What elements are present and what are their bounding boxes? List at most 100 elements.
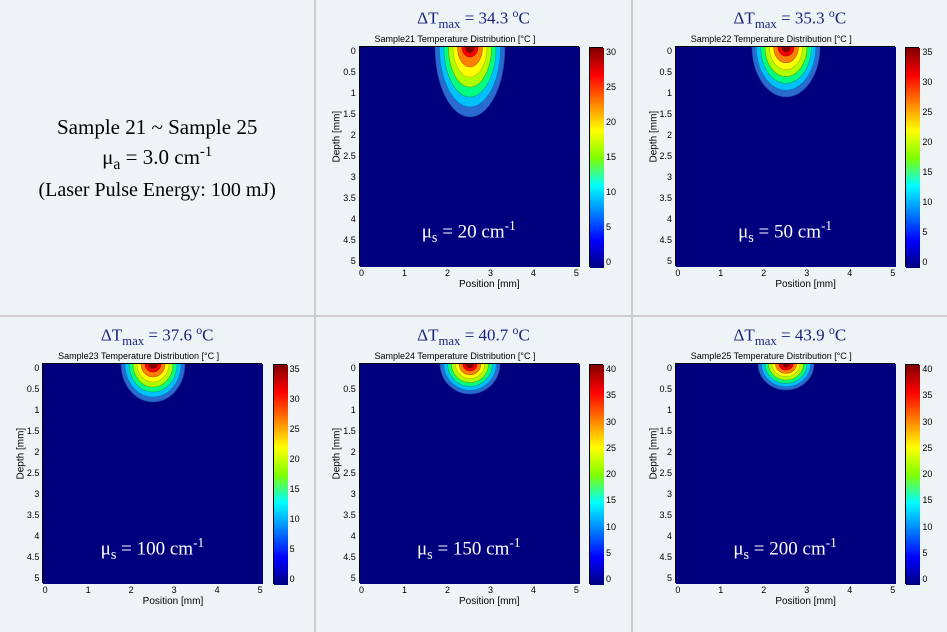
ytick: 2.5	[27, 468, 40, 478]
panel-sample22: ΔTmax = 35.3 oC Sample22 Temperature Dis…	[633, 0, 947, 315]
axes-row: Depth [mm] 00.511.522.533.544.55 μs = 20…	[648, 363, 896, 583]
ytick: 3.5	[660, 193, 673, 203]
xticks: 012345	[359, 585, 579, 595]
ylabel-box: Depth [mm]	[331, 363, 343, 583]
plot-wrap: Sample23 Temperature Distribution [°C ] …	[6, 351, 308, 607]
cb-tick: 30	[606, 417, 616, 427]
ytick: 4	[27, 531, 40, 541]
cb-tick: 40	[606, 364, 616, 374]
panel-sample24: ΔTmax = 40.7 oC Sample24 Temperature Dis…	[316, 317, 630, 632]
xtick: 5	[574, 585, 579, 595]
cb-tick: 5	[290, 544, 300, 554]
heatmap: μs = 50 cm-1	[675, 46, 895, 266]
xtick: 3	[172, 585, 177, 595]
cb-tick: 35	[606, 390, 616, 400]
xticks: 012345	[43, 585, 263, 595]
ytick: 5	[343, 573, 356, 583]
xtick: 0	[675, 268, 680, 278]
cb-tick: 25	[922, 443, 932, 453]
yticks: 00.511.522.533.544.55	[660, 46, 676, 266]
cb-tick: 5	[606, 222, 616, 232]
heatmap: μs = 150 cm-1	[359, 363, 579, 583]
colorbar-ticks: 4035302520151050	[606, 364, 616, 584]
xtick: 1	[86, 585, 91, 595]
ytick: 0.5	[27, 384, 40, 394]
colorbar-column	[905, 364, 919, 584]
ytick: 2	[343, 447, 356, 457]
cb-tick: 10	[922, 522, 932, 532]
xtick: 0	[43, 585, 48, 595]
info-panel: Sample 21 ~ Sample 25 μa = 3.0 cm-1 (Las…	[0, 0, 314, 315]
cb-tick: 15	[606, 495, 616, 505]
cb-tick: 10	[606, 187, 616, 197]
ylabel-box: Depth [mm]	[331, 46, 343, 266]
ylabel: Depth [mm]	[648, 150, 659, 162]
delta-t-header: ΔTmax = 40.7 oC	[417, 323, 530, 349]
axes-row: Depth [mm] 00.511.522.533.544.55 μs = 20…	[331, 46, 579, 266]
ytick: 1	[660, 405, 673, 415]
cb-tick: 30	[290, 394, 300, 404]
ytick: 0.5	[343, 67, 356, 77]
xlabel: Position [mm]	[429, 279, 520, 290]
xtick: 3	[804, 585, 809, 595]
axes-row: Depth [mm] 00.511.522.533.544.55 μs = 10…	[15, 363, 263, 583]
colorbar-column	[905, 47, 919, 267]
cb-tick: 5	[922, 548, 932, 558]
cb-tick: 20	[606, 469, 616, 479]
cb-tick: 20	[922, 469, 932, 479]
ylabel-box: Depth [mm]	[15, 363, 27, 583]
axes-row: Depth [mm] 00.511.522.533.544.55 μs = 15…	[331, 363, 579, 583]
yticks: 00.511.522.533.544.55	[343, 363, 359, 583]
colorbar	[273, 364, 287, 584]
ytick: 0	[660, 46, 673, 56]
info-line-1: Sample 21 ~ Sample 25	[57, 115, 257, 140]
xlabel: Position [mm]	[429, 596, 520, 607]
colorbar-column	[589, 364, 603, 584]
ytick: 2.5	[343, 468, 356, 478]
xtick: 4	[215, 585, 220, 595]
delta-t-header: ΔTmax = 37.6 oC	[101, 323, 214, 349]
cb-tick: 30	[922, 77, 932, 87]
colorbar-ticks: 302520151050	[606, 47, 616, 267]
xtick: 4	[531, 268, 536, 278]
ytick: 0	[343, 363, 356, 373]
ytick: 2	[660, 447, 673, 457]
cb-tick: 15	[922, 167, 932, 177]
xtick: 5	[574, 268, 579, 278]
cb-tick: 20	[922, 137, 932, 147]
ytick: 5	[660, 573, 673, 583]
ytick: 2.5	[343, 151, 356, 161]
cb-tick: 10	[922, 197, 932, 207]
xtick: 3	[488, 585, 493, 595]
ytick: 1.5	[343, 109, 356, 119]
cb-tick: 25	[922, 107, 932, 117]
colorbar	[905, 47, 919, 267]
cb-tick: 20	[290, 454, 300, 464]
ytick: 1	[343, 88, 356, 98]
plot-title: Sample22 Temperature Distribution [°C ]	[691, 34, 852, 44]
heatmap: μs = 200 cm-1	[675, 363, 895, 583]
ytick: 4.5	[660, 552, 673, 562]
plot-wrap: Sample25 Temperature Distribution [°C ] …	[639, 351, 941, 607]
ytick: 0	[343, 46, 356, 56]
ytick: 1.5	[660, 109, 673, 119]
cb-tick: 0	[290, 574, 300, 584]
cb-tick: 25	[290, 424, 300, 434]
axes-row: Depth [mm] 00.511.522.533.544.55 μs = 50…	[648, 46, 896, 266]
ytick: 3.5	[27, 510, 40, 520]
colorbar-column	[273, 364, 287, 584]
ytick: 2.5	[660, 468, 673, 478]
cb-tick: 15	[606, 152, 616, 162]
plot-title: Sample25 Temperature Distribution [°C ]	[691, 351, 852, 361]
xtick: 5	[890, 268, 895, 278]
plot-column: Sample24 Temperature Distribution [°C ] …	[331, 351, 579, 607]
xtick: 1	[402, 268, 407, 278]
cb-tick: 10	[290, 514, 300, 524]
plot-wrap: Sample22 Temperature Distribution [°C ] …	[639, 34, 941, 290]
ytick: 3	[343, 489, 356, 499]
figure-grid: Sample 21 ~ Sample 25 μa = 3.0 cm-1 (Las…	[0, 0, 947, 632]
mus-overlay: μs = 200 cm-1	[733, 535, 837, 564]
ytick: 1.5	[343, 426, 356, 436]
cb-tick: 20	[606, 117, 616, 127]
mus-overlay: μs = 150 cm-1	[417, 535, 521, 564]
